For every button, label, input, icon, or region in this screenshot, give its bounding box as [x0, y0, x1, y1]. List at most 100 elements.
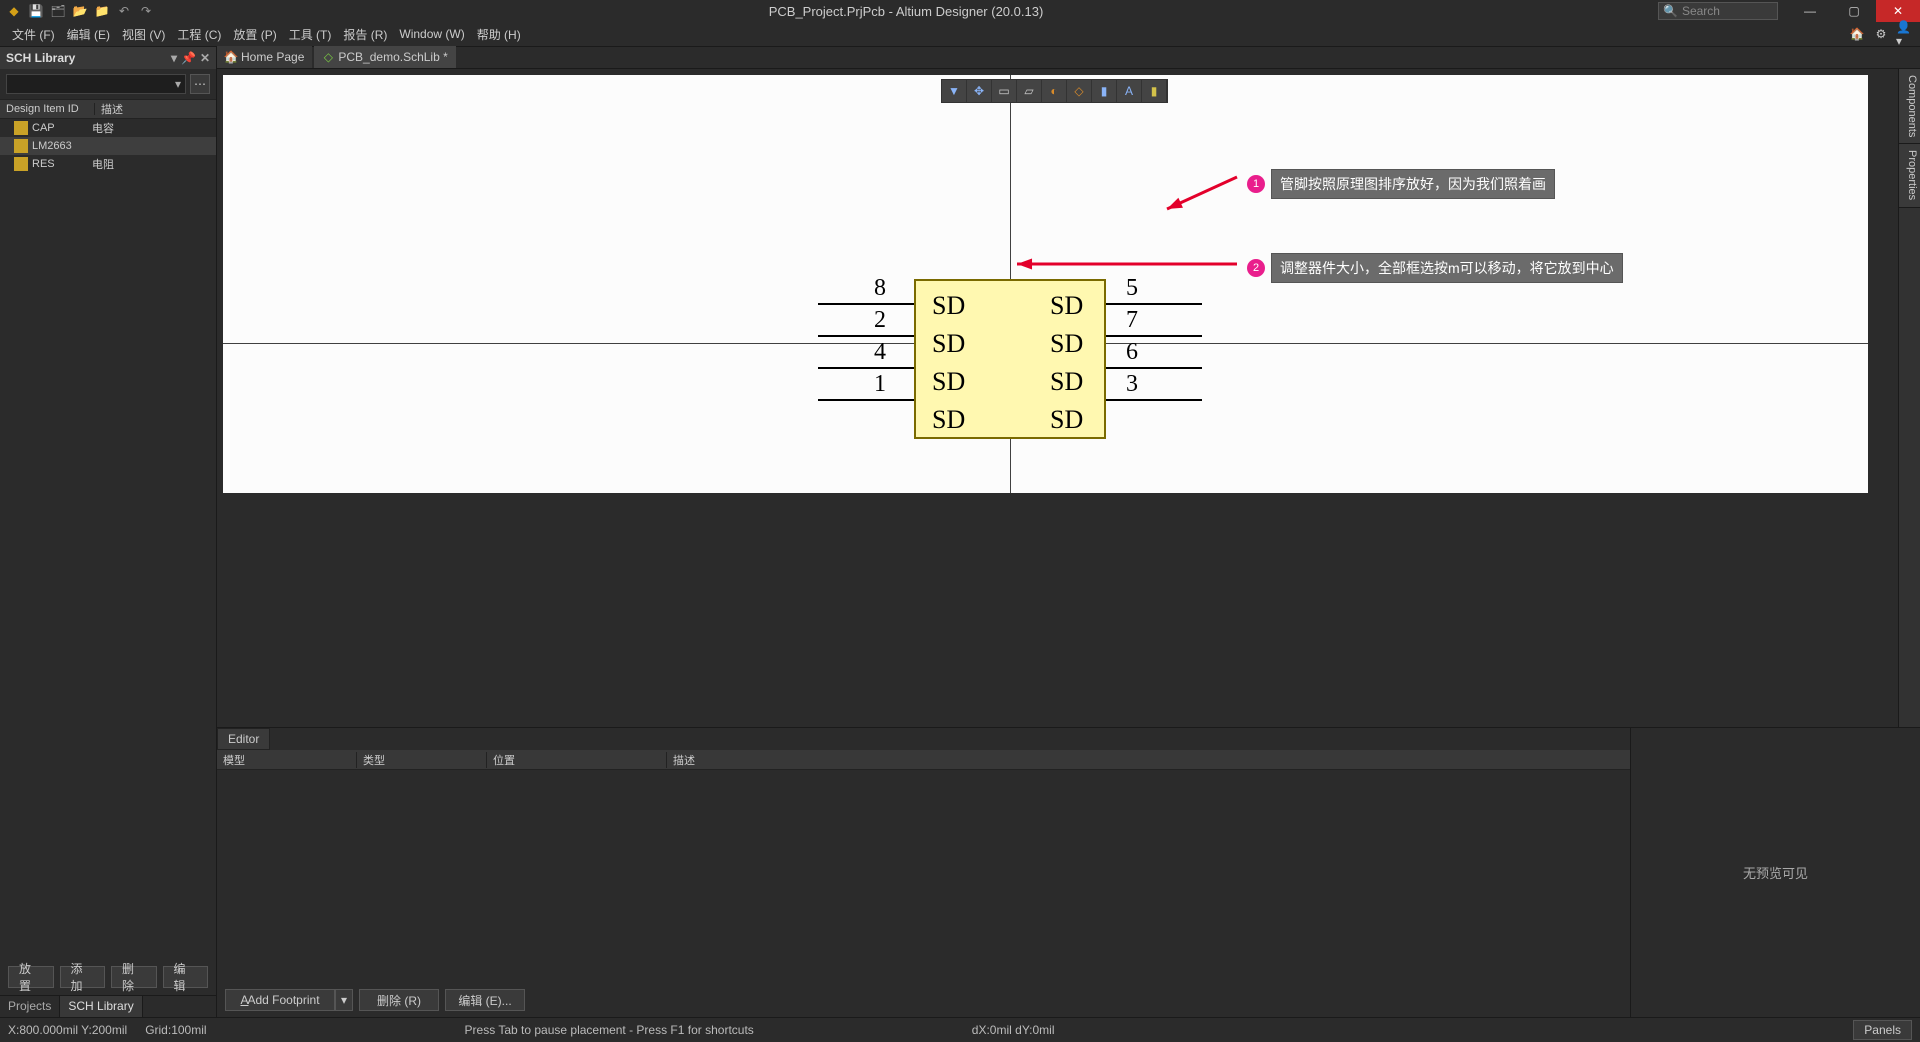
pin-number: 6: [1126, 339, 1138, 366]
sch-list-item[interactable]: CAP电容: [0, 119, 216, 137]
filter-icon[interactable]: ▼: [942, 80, 967, 102]
save-icon[interactable]: 💾: [28, 3, 44, 19]
menu-edit[interactable]: 编辑 (E): [61, 22, 116, 47]
status-hint: Press Tab to pause placement - Press F1 …: [465, 1023, 754, 1037]
pin-line: [1106, 399, 1202, 401]
edit-button[interactable]: 编辑: [163, 966, 209, 988]
pin-name: SD: [1050, 405, 1083, 435]
annotation-text: 管脚按照原理图排序放好，因为我们照着画: [1271, 169, 1555, 199]
highlight-icon[interactable]: ▮: [1142, 80, 1167, 102]
pin-name: SD: [1050, 329, 1083, 359]
home-tab-icon: 🏠: [225, 51, 237, 63]
editor-tab[interactable]: Editor: [217, 728, 270, 750]
status-dxy: dX:0mil dY:0mil: [972, 1023, 1055, 1037]
sch-column-header: Design Item ID 描述: [0, 99, 216, 119]
search-box[interactable]: 🔍 Search: [1658, 2, 1778, 20]
sch-filter-button[interactable]: ⋯: [190, 74, 210, 94]
panel-close-icon[interactable]: ✕: [200, 51, 210, 65]
status-bar: X:800.000mil Y:200mil Grid:100mil Press …: [0, 1017, 1920, 1042]
pin-number: 3: [1126, 371, 1138, 398]
col-type[interactable]: 类型: [357, 752, 487, 768]
poly-icon[interactable]: ▱: [1017, 80, 1042, 102]
col-desc[interactable]: 描述: [667, 752, 1630, 768]
sch-list-item[interactable]: LM2663: [0, 137, 216, 155]
user-icon[interactable]: 👤▾: [1896, 25, 1914, 43]
pin-name: SD: [1050, 291, 1083, 321]
pin-line: [1106, 335, 1202, 337]
preview-pane: 无预览可见: [1630, 728, 1920, 1017]
tab-home-label: Home Page: [241, 50, 304, 64]
component-icon: [14, 139, 28, 153]
preview-empty-text: 无预览可见: [1743, 863, 1808, 882]
delete-button[interactable]: 删除: [111, 966, 157, 988]
maximize-button[interactable]: ▢: [1832, 0, 1876, 22]
settings-icon[interactable]: ⚙: [1872, 25, 1890, 43]
annotation-number: 1: [1247, 175, 1265, 193]
close-button[interactable]: ✕: [1876, 0, 1920, 22]
menu-help[interactable]: 帮助 (H): [471, 22, 527, 47]
text-icon[interactable]: A: [1117, 80, 1142, 102]
search-placeholder: Search: [1682, 4, 1720, 18]
annotation-number: 2: [1247, 259, 1265, 277]
pin-name: SD: [932, 329, 965, 359]
rect-icon[interactable]: ▭: [992, 80, 1017, 102]
vtab-components[interactable]: Components: [1899, 69, 1920, 144]
sch-library-title: SCH Library: [6, 51, 75, 65]
menu-place[interactable]: 放置 (P): [227, 22, 282, 47]
status-xy: X:800.000mil Y:200mil: [8, 1023, 127, 1037]
model-edit-button[interactable]: 编辑 (E)...: [445, 989, 525, 1011]
col-description[interactable]: 描述: [95, 101, 123, 117]
pin-line: [818, 399, 914, 401]
model-delete-button[interactable]: 删除 (R): [359, 989, 439, 1011]
menu-report[interactable]: 报告 (R): [337, 22, 393, 47]
component-icon: [14, 121, 28, 135]
clear-icon[interactable]: ◇: [1067, 80, 1092, 102]
menu-file[interactable]: 文件 (F): [6, 22, 61, 47]
component-name: LM2663: [32, 140, 92, 152]
undo-icon[interactable]: ↶: [116, 3, 132, 19]
add-button[interactable]: 添加: [60, 966, 106, 988]
component-name: RES: [32, 158, 92, 170]
col-position[interactable]: 位置: [487, 752, 667, 768]
invert-icon[interactable]: ◐: [1042, 80, 1067, 102]
fill-icon[interactable]: ▮: [1092, 80, 1117, 102]
panel-pin-icon[interactable]: 📌: [181, 51, 196, 65]
save-all-icon[interactable]: 🗂: [50, 3, 66, 19]
tab-home-page[interactable]: 🏠 Home Page: [217, 46, 312, 68]
add-footprint-dropdown[interactable]: ▾: [335, 989, 353, 1011]
sch-list-item[interactable]: RES电阻: [0, 155, 216, 173]
component-desc: 电阻: [92, 156, 114, 172]
add-footprint-button[interactable]: AAdd Footprint: [225, 989, 335, 1011]
home-icon[interactable]: 🏠: [1848, 25, 1866, 43]
panel-menu-icon[interactable]: ▾: [171, 51, 177, 65]
redo-icon[interactable]: ↷: [138, 3, 154, 19]
pin-line: [818, 303, 914, 305]
move-icon[interactable]: ✥: [967, 80, 992, 102]
menu-bar: 文件 (F) 编辑 (E) 视图 (V) 工程 (C) 放置 (P) 工具 (T…: [0, 22, 1920, 47]
place-button[interactable]: 放置: [8, 966, 54, 988]
panels-button[interactable]: Panels: [1853, 1020, 1912, 1040]
schematic-sheet[interactable]: 8SD2SD4SD1SD5SD7SD6SD3SD: [223, 75, 1868, 493]
panel-bottom-tabs: Projects SCH Library: [0, 995, 216, 1017]
add-footprint-split-button[interactable]: AAdd Footprint ▾: [225, 989, 353, 1011]
col-design-item-id[interactable]: Design Item ID: [0, 103, 95, 115]
open-project-icon[interactable]: 📁: [94, 3, 110, 19]
model-list-body: [217, 770, 1630, 983]
search-icon: 🔍: [1663, 4, 1678, 18]
menu-project[interactable]: 工程 (C): [171, 22, 227, 47]
schematic-canvas[interactable]: 8SD2SD4SD1SD5SD7SD6SD3SD▼✥▭▱◐◇▮A▮1管脚按照原理…: [217, 69, 1898, 727]
menu-tools[interactable]: 工具 (T): [283, 22, 338, 47]
menu-view[interactable]: 视图 (V): [116, 22, 171, 47]
canvas-wrapper: 8SD2SD4SD1SD5SD7SD6SD3SD▼✥▭▱◐◇▮A▮1管脚按照原理…: [217, 69, 1920, 727]
vtab-properties[interactable]: Properties: [1899, 144, 1920, 207]
tab-sch-library[interactable]: SCH Library: [60, 996, 142, 1017]
quick-access-toolbar: 💾 🗂 📂 📁 ↶ ↷: [28, 3, 154, 19]
menu-window[interactable]: Window (W): [393, 23, 470, 45]
document-tabs: 🏠 Home Page ◇ PCB_demo.SchLib *: [217, 47, 1920, 69]
open-icon[interactable]: 📂: [72, 3, 88, 19]
sch-filter-combo[interactable]: ▾: [6, 74, 186, 94]
minimize-button[interactable]: —: [1788, 0, 1832, 22]
tab-projects[interactable]: Projects: [0, 996, 60, 1017]
col-model[interactable]: 模型: [217, 752, 357, 768]
tab-schlib-doc[interactable]: ◇ PCB_demo.SchLib *: [314, 46, 455, 68]
